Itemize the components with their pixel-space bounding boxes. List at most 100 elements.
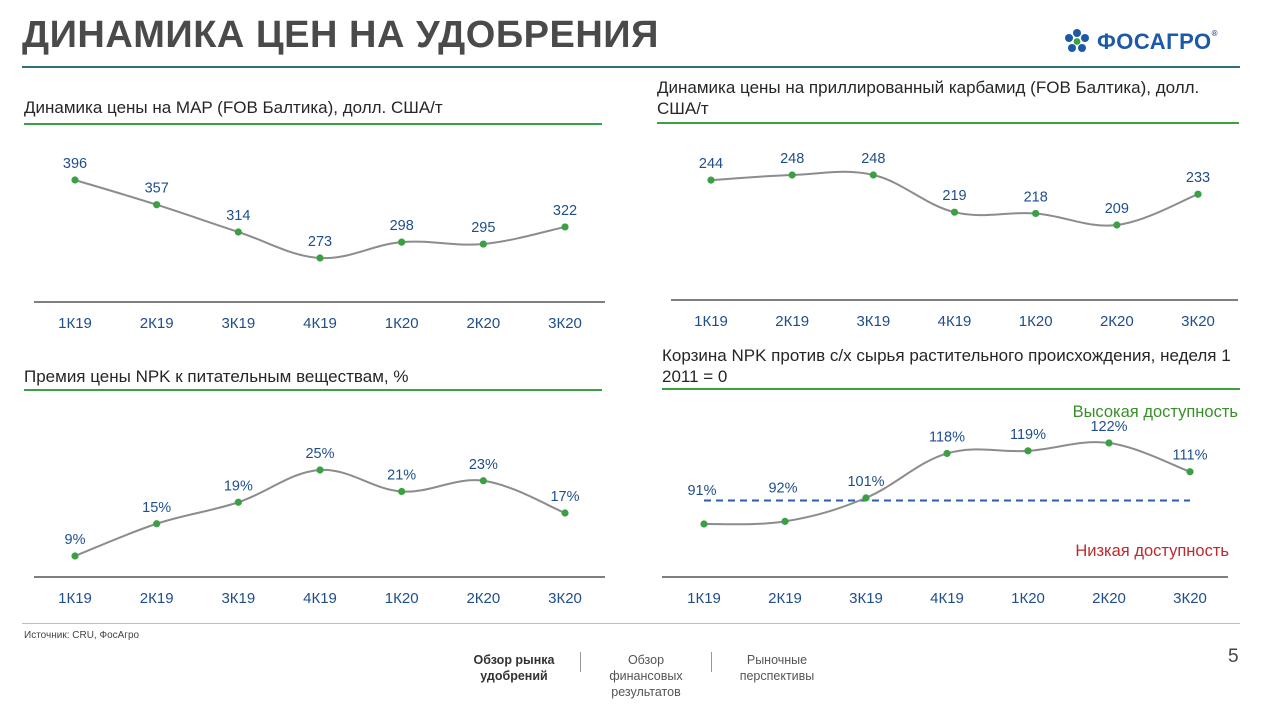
data-label: 21% — [387, 468, 416, 484]
data-point — [950, 208, 959, 216]
npk-basket-title-underline — [662, 388, 1240, 390]
data-label: 118% — [929, 429, 965, 445]
npk-premium-title-underline — [24, 389, 602, 391]
nav-separator — [580, 652, 581, 672]
x-tick-label: 1К19 — [694, 313, 728, 330]
x-tick-label: 2К20 — [466, 590, 500, 607]
data-label: 218 — [1024, 189, 1048, 205]
x-tick-label: 1К20 — [1011, 590, 1045, 607]
x-tick-label: 3К19 — [221, 315, 255, 332]
data-label: 122% — [1090, 419, 1127, 435]
x-tick-label: 3К20 — [548, 590, 582, 607]
data-point — [316, 254, 324, 262]
data-label: 101% — [847, 474, 884, 490]
data-label: 19% — [224, 478, 253, 494]
data-label: 219 — [942, 188, 966, 204]
data-label: 209 — [1105, 201, 1129, 217]
npk-basket-chart-title: Корзина NPK против с/х сырья растительно… — [662, 346, 1231, 386]
zone-high-label: Высокая доступность — [1073, 403, 1238, 421]
data-point — [71, 176, 79, 184]
data-label: 111% — [1173, 448, 1208, 464]
x-tick-label: 4К19 — [930, 590, 964, 607]
data-label: 314 — [226, 208, 250, 224]
data-label: 273 — [308, 234, 332, 250]
data-point — [479, 477, 487, 485]
data-label: 396 — [63, 156, 87, 172]
data-label: 119% — [1010, 427, 1046, 443]
x-tick-label: 1К20 — [385, 315, 419, 332]
data-point — [1194, 190, 1202, 198]
data-point — [153, 201, 161, 209]
data-label: 244 — [699, 156, 723, 172]
map-title-underline — [24, 123, 602, 125]
nav-market-overview[interactable]: Обзор рынка удобрений — [473, 653, 555, 683]
x-tick-label: 3К20 — [548, 315, 582, 332]
data-label: 17% — [550, 489, 579, 505]
data-point — [71, 552, 79, 560]
data-label: 9% — [65, 532, 86, 548]
x-tick-label: 2К19 — [140, 590, 174, 607]
data-label: 357 — [145, 181, 169, 197]
source-note: Источник: CRU, ФосАгро — [24, 630, 140, 641]
header-divider — [22, 66, 1240, 68]
data-point — [398, 487, 406, 496]
x-tick-label: 1К19 — [58, 590, 92, 607]
data-point — [1186, 468, 1194, 476]
data-label: 295 — [471, 220, 495, 236]
data-label: 91% — [687, 483, 716, 499]
x-tick-label: 4К19 — [938, 313, 972, 330]
x-tick-label: 3К19 — [849, 590, 883, 607]
x-tick-label: 1К19 — [58, 315, 92, 332]
x-tick-label: 2К19 — [768, 590, 802, 607]
data-label: 23% — [469, 457, 498, 473]
data-label: 248 — [861, 151, 885, 167]
data-point — [153, 520, 161, 528]
data-point — [1024, 447, 1032, 455]
urea-chart-title: Динамика цены на приллированный карбамид… — [657, 78, 1200, 118]
x-tick-label: 2К20 — [1100, 313, 1134, 330]
nav-financial-results[interactable]: Обзор финансовых результатов — [609, 653, 683, 699]
x-tick-label: 2К19 — [140, 315, 174, 332]
nav-market-outlook[interactable]: Рыночные перспективы — [739, 653, 815, 683]
data-point — [869, 171, 877, 179]
urea-title-underline — [657, 122, 1239, 124]
data-label: 322 — [553, 203, 577, 219]
x-tick-label: 3К20 — [1173, 590, 1207, 607]
data-point — [943, 449, 951, 458]
x-tick-label: 4К19 — [303, 315, 337, 332]
data-point — [707, 176, 715, 184]
data-point — [862, 494, 870, 502]
npk-premium-chart-title: Премия цены NPK к питательным веществам,… — [24, 367, 409, 386]
x-tick-label: 3К20 — [1181, 313, 1215, 330]
data-point — [479, 240, 487, 248]
x-tick-label: 2К20 — [1092, 590, 1126, 607]
data-label: 15% — [142, 500, 171, 516]
page-title: ДИНАМИКА ЦЕН НА УДОБРЕНИЯ — [22, 14, 659, 56]
data-point — [781, 517, 789, 525]
data-point — [398, 238, 406, 246]
x-tick-label: 1К19 — [687, 590, 721, 607]
data-label: 233 — [1186, 170, 1210, 186]
map-chart-title: Динамика цены на MAP (FOB Балтика), долл… — [24, 98, 443, 117]
page-number: 5 — [1228, 646, 1239, 667]
data-label: 298 — [390, 218, 414, 234]
data-point — [700, 520, 708, 528]
data-point — [1105, 439, 1113, 447]
data-point — [788, 171, 796, 179]
data-label: 25% — [305, 446, 334, 462]
data-point — [1113, 221, 1121, 229]
zone-low-label: Низкая доступность — [1075, 542, 1229, 560]
data-point — [316, 466, 324, 474]
section-nav: Обзор рынка удобрений Обзор финансовых р… — [448, 652, 842, 700]
x-tick-label: 1К20 — [1019, 313, 1053, 330]
nav-separator — [711, 652, 712, 672]
company-logo: ФОСАГРО® — [1063, 28, 1218, 56]
x-tick-label: 3К19 — [221, 590, 255, 607]
x-tick-label: 3К19 — [856, 313, 890, 330]
data-label: 92% — [768, 480, 797, 496]
x-tick-label: 2К20 — [466, 315, 500, 332]
